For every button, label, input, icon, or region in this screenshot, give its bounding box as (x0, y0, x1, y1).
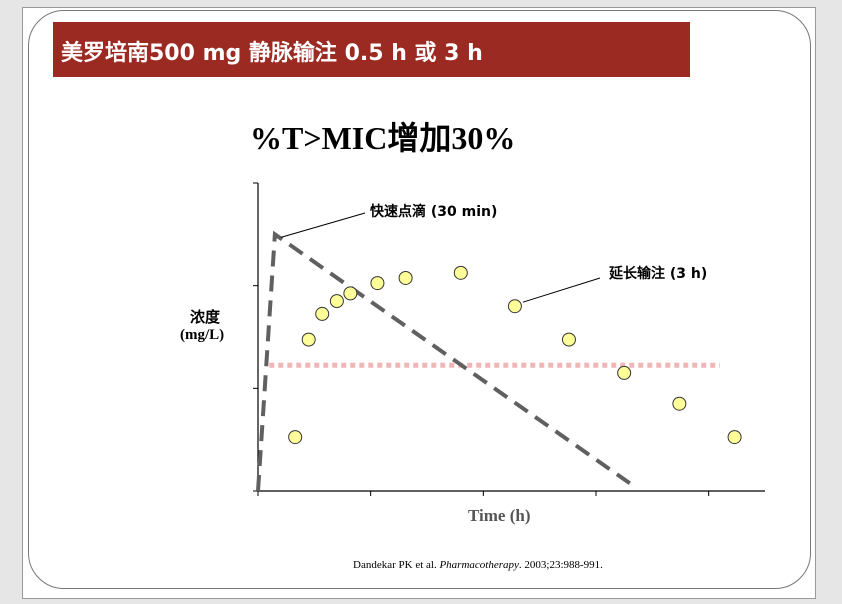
concentration-point (370, 276, 385, 291)
fast-infusion-line (256, 230, 631, 492)
concentration-point (617, 365, 632, 380)
citation-authors: Dandekar PK et al. (353, 559, 440, 571)
banner-title: 美罗培南500 mg 静脉输注 0.5 h 或 3 h (61, 41, 483, 66)
y-axis-unit: (mg/L) (180, 327, 225, 343)
slide (22, 7, 816, 599)
concentration-point (727, 430, 742, 445)
concentration-point (507, 299, 522, 314)
concentration-point (672, 396, 687, 411)
concentration-point (288, 430, 303, 445)
annotation-fast-infusion: 快速点滴 (30 min) (370, 204, 498, 220)
y-axis-label: 浓度 (190, 308, 221, 326)
title-banner: 美罗培南500 mg 静脉输注 0.5 h 或 3 h (53, 22, 690, 77)
concentration-point (343, 286, 358, 301)
annotation-extended-infusion: 延长输注 (3 h) (609, 266, 708, 282)
citation-journal: Pharmacotherapy (439, 559, 519, 571)
leader-line-extended (522, 277, 601, 303)
x-axis-label: Time (h) (468, 506, 531, 525)
concentration-point (315, 306, 330, 321)
leader-line-fast (280, 212, 366, 238)
concentration-point (398, 270, 413, 285)
chart-title: %T>MIC增加30% (250, 120, 516, 156)
concentration-point (301, 332, 316, 347)
concentration-point (453, 265, 468, 280)
slide-frame (28, 10, 811, 589)
concentration-point (561, 332, 576, 347)
citation-details: . 2003;23:988-991. (518, 559, 603, 571)
citation: Dandekar PK et al. Pharmacotherapy. 2003… (353, 559, 603, 571)
concentration-point (329, 294, 344, 309)
